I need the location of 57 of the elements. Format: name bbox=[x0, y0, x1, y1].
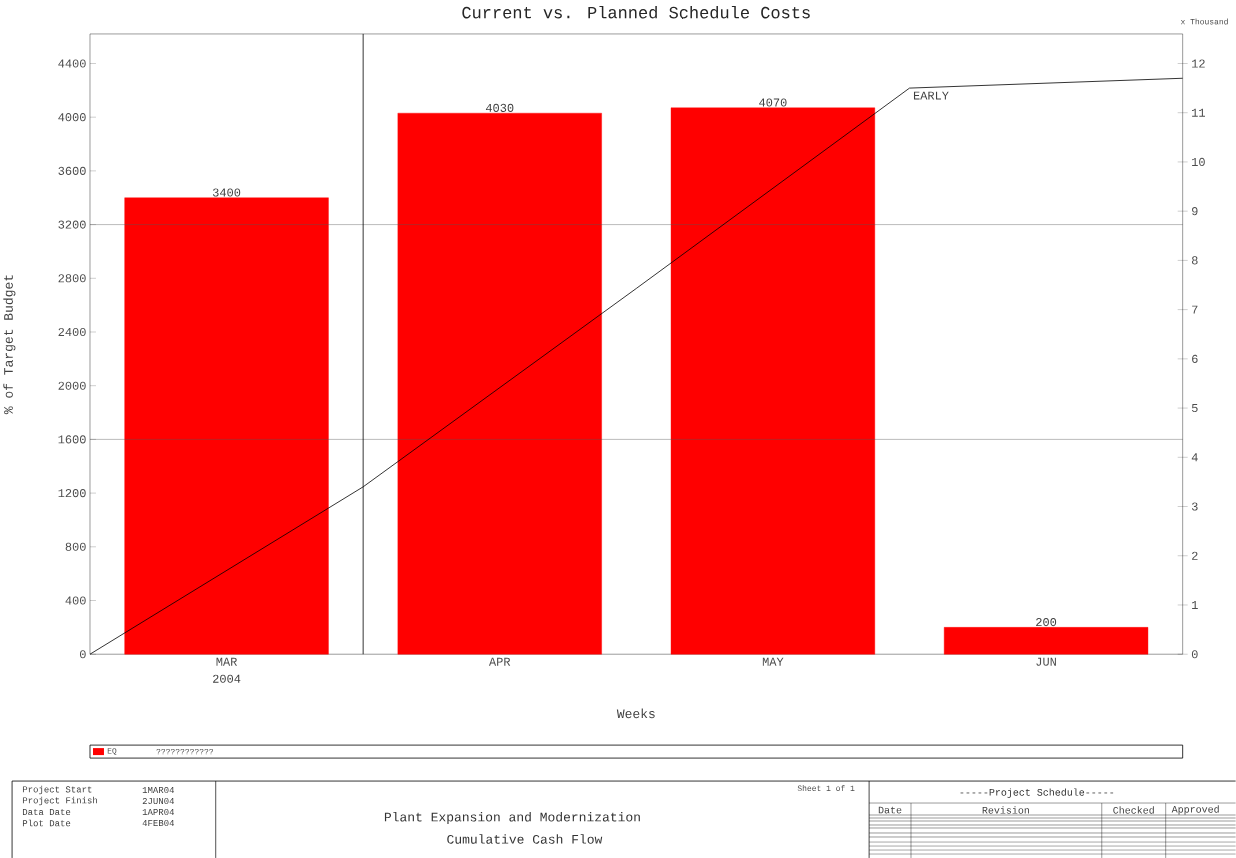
text: Project Start bbox=[22, 785, 92, 795]
series-label: EARLY bbox=[913, 91, 949, 100]
y-tick-label: 1200 bbox=[58, 488, 86, 497]
text: Checked bbox=[1113, 806, 1154, 814]
text: Approved bbox=[1171, 805, 1219, 815]
bar bbox=[943, 626, 1149, 655]
y-tick-label: 2000 bbox=[58, 381, 86, 390]
y2-tick-label: 1 bbox=[1192, 600, 1198, 609]
text: 4FEB04 bbox=[142, 819, 175, 826]
bar bbox=[397, 112, 602, 655]
y-tick-label: 4400 bbox=[58, 59, 86, 68]
y-tick-label: 3200 bbox=[58, 220, 86, 229]
y-tick-label: 400 bbox=[65, 596, 86, 605]
y2-tick-label: 12 bbox=[1192, 59, 1205, 68]
y-tick-label: 3600 bbox=[58, 166, 86, 175]
y-tick-label: 2800 bbox=[58, 274, 86, 283]
y2-tick-label: 10 bbox=[1192, 157, 1205, 166]
text: 1APR04 bbox=[142, 808, 175, 815]
text: 2004 bbox=[213, 674, 241, 683]
y2-tick-label: 7 bbox=[1192, 305, 1198, 314]
y2-tick-label: 5 bbox=[1191, 403, 1198, 412]
chart-title: Current vs. Planned Schedule Costs bbox=[462, 5, 810, 19]
y-tick-label: 800 bbox=[65, 542, 86, 551]
text: Data Date bbox=[22, 808, 71, 815]
y2-tick-label: 11 bbox=[1192, 108, 1205, 117]
y-tick-label: 2400 bbox=[58, 327, 86, 336]
text: Revision bbox=[982, 806, 1029, 814]
y-tick-label: 4000 bbox=[58, 112, 86, 122]
text: Plot Date bbox=[22, 819, 71, 827]
y-axis-title: % of Target Budget bbox=[3, 275, 16, 415]
x-tick-label: APR bbox=[488, 657, 511, 666]
x-tick-label: JUN bbox=[1036, 657, 1056, 666]
y2-tick-label: 0 bbox=[1191, 649, 1198, 659]
text: Date bbox=[878, 806, 902, 814]
y-tick-label: 0 bbox=[79, 649, 86, 659]
text: Project Finish bbox=[22, 796, 97, 806]
text: 2JUN04 bbox=[142, 797, 175, 804]
bar bbox=[124, 197, 329, 655]
y2-tick-label: 9 bbox=[1192, 206, 1198, 216]
data-label: 3400 bbox=[212, 188, 241, 197]
text: -----Project Schedule----- bbox=[960, 788, 1114, 798]
data-label: 200 bbox=[1036, 617, 1057, 626]
text: Plant Expansion and Modernization bbox=[384, 811, 640, 824]
bar bbox=[670, 107, 875, 655]
y2-tick-label: 3 bbox=[1191, 502, 1198, 511]
y-tick-label: 1600 bbox=[58, 435, 86, 444]
x-tick-label: MAY bbox=[762, 657, 784, 666]
y2-tick-label: 4 bbox=[1191, 453, 1198, 462]
data-label: 4070 bbox=[759, 98, 787, 107]
y2-tick-label: 6 bbox=[1192, 354, 1198, 363]
y2-tick-label: 8 bbox=[1191, 256, 1198, 265]
x-tick-label: MAR bbox=[216, 657, 238, 666]
text: Cumulative Cash Flow bbox=[447, 834, 603, 844]
y2-tick-label: 2 bbox=[1192, 551, 1198, 560]
data-label: 4030 bbox=[485, 103, 514, 112]
x-axis-title: Weeks bbox=[616, 708, 655, 718]
text: 1MAR04 bbox=[142, 786, 175, 793]
